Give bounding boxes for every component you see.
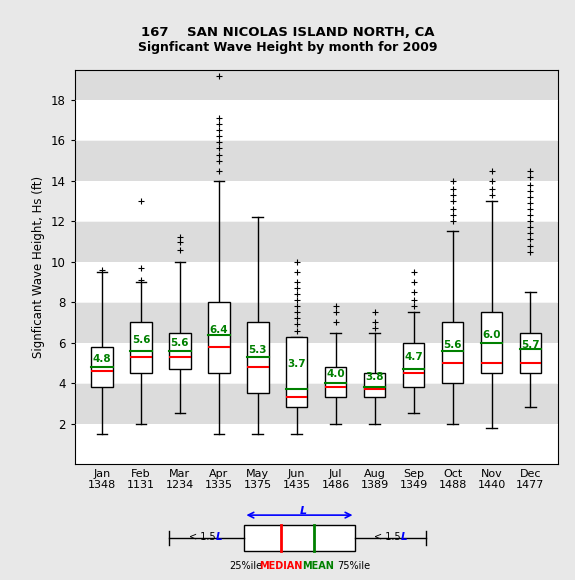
PathPatch shape bbox=[91, 347, 113, 387]
Bar bbox=[75, 423, 558, 464]
Text: 5.7: 5.7 bbox=[521, 340, 540, 350]
Text: 6.0: 6.0 bbox=[482, 329, 501, 340]
PathPatch shape bbox=[442, 322, 463, 383]
Text: 167    SAN NICOLAS ISLAND NORTH, CA: 167 SAN NICOLAS ISLAND NORTH, CA bbox=[141, 26, 434, 39]
Text: 4.0: 4.0 bbox=[327, 369, 345, 379]
Text: MEAN: MEAN bbox=[302, 561, 334, 571]
Text: 5.6: 5.6 bbox=[443, 340, 462, 350]
Text: 75%ile: 75%ile bbox=[337, 561, 370, 571]
Bar bbox=[244, 525, 355, 552]
Text: < 1.5: < 1.5 bbox=[374, 532, 403, 542]
Text: 25%ile: 25%ile bbox=[229, 561, 262, 571]
Bar bbox=[75, 100, 558, 140]
Text: 3.8: 3.8 bbox=[366, 372, 384, 382]
PathPatch shape bbox=[403, 343, 424, 387]
Bar bbox=[75, 262, 558, 302]
PathPatch shape bbox=[286, 336, 308, 407]
Bar bbox=[75, 222, 558, 262]
Text: < 1.5: < 1.5 bbox=[189, 532, 219, 542]
PathPatch shape bbox=[131, 322, 152, 373]
Bar bbox=[75, 140, 558, 181]
PathPatch shape bbox=[481, 312, 502, 373]
Text: 4.8: 4.8 bbox=[93, 354, 112, 364]
PathPatch shape bbox=[520, 332, 541, 373]
Y-axis label: Signficant Wave Height, Hs (ft): Signficant Wave Height, Hs (ft) bbox=[32, 176, 45, 358]
Bar bbox=[75, 181, 558, 222]
Text: L: L bbox=[300, 506, 307, 516]
Bar bbox=[75, 302, 558, 343]
Text: 6.4: 6.4 bbox=[209, 325, 228, 335]
Text: L: L bbox=[400, 532, 407, 542]
PathPatch shape bbox=[247, 322, 269, 393]
Text: 3.7: 3.7 bbox=[288, 359, 306, 369]
Text: L: L bbox=[216, 532, 223, 542]
Bar bbox=[75, 343, 558, 383]
Bar bbox=[75, 383, 558, 423]
Text: MEDIAN: MEDIAN bbox=[259, 561, 302, 571]
Text: 5.3: 5.3 bbox=[248, 345, 267, 355]
PathPatch shape bbox=[208, 302, 229, 373]
PathPatch shape bbox=[364, 373, 385, 397]
Text: Signficant Wave Height by month for 2009: Signficant Wave Height by month for 2009 bbox=[138, 41, 437, 53]
Text: 4.7: 4.7 bbox=[404, 352, 423, 362]
PathPatch shape bbox=[325, 367, 347, 397]
Bar bbox=[75, 60, 558, 100]
PathPatch shape bbox=[169, 332, 191, 369]
Text: 5.6: 5.6 bbox=[132, 335, 150, 345]
Text: 5.6: 5.6 bbox=[171, 338, 189, 347]
